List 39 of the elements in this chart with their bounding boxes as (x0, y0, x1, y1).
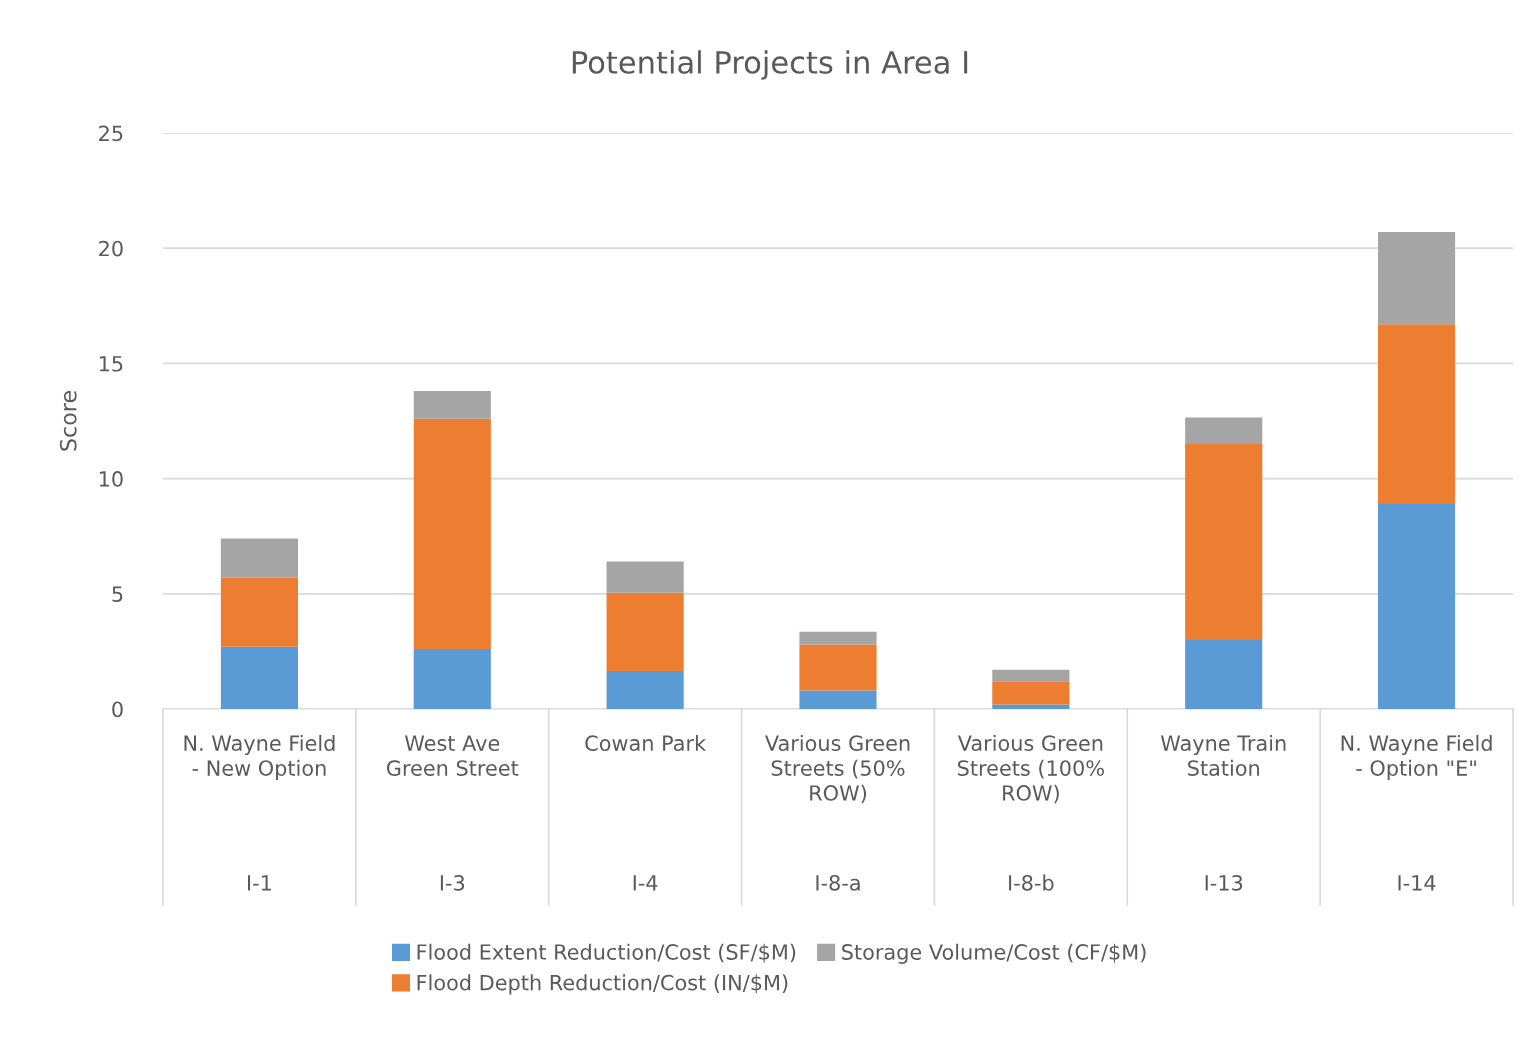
legend-label: Storage Volume/Cost (CF/$M) (842, 943, 1146, 964)
category-label: Wayne Train Station I-13 (1160, 734, 1286, 891)
legend-label: Flood Extent Reduction/Cost (SF/$M) (417, 943, 796, 963)
bar (413, 649, 491, 709)
y-axis-title: Score (59, 391, 77, 451)
category-label: N. Wayne Field - New Option I-1 (184, 734, 335, 891)
legend-label: Flood Depth Reduction/Cost (IN/$M) (417, 974, 788, 995)
chart-title: Potential Projects in Area I (572, 50, 968, 80)
bar (799, 631, 877, 645)
y-tick-label: 15 (99, 356, 123, 372)
bar (1185, 444, 1263, 640)
category-label: Various Green Streets (100% ROW) I-8-b (957, 734, 1104, 891)
category-label: Various Green Streets (50% ROW) I-8-a (765, 734, 910, 891)
y-tick-label: 20 (99, 240, 123, 257)
bar (606, 561, 684, 593)
bar (606, 592, 684, 671)
bar (1378, 232, 1456, 325)
bar (799, 690, 877, 709)
category-label: N. Wayne Field - Option "E" I-14 (1341, 734, 1492, 891)
bar (413, 418, 491, 650)
y-tick-label: 10 (99, 471, 123, 487)
y-tick-label: 0 (112, 701, 123, 718)
bar (992, 681, 1070, 705)
bar (606, 670, 684, 709)
bar (1185, 639, 1263, 709)
bar (799, 644, 877, 691)
bar (413, 391, 491, 419)
bar (1185, 417, 1263, 445)
y-tick-label: 25 (99, 125, 123, 142)
bar (1378, 324, 1456, 504)
bar (220, 646, 298, 709)
bar (220, 577, 298, 647)
category-label: Cowan Park I-4 (585, 734, 707, 891)
bar (220, 538, 298, 578)
bar (1378, 503, 1456, 709)
bar (992, 704, 1070, 709)
bar (992, 669, 1070, 682)
y-tick-label: 5 (112, 586, 123, 603)
category-label: West Ave Green Street I-3 (386, 735, 519, 891)
